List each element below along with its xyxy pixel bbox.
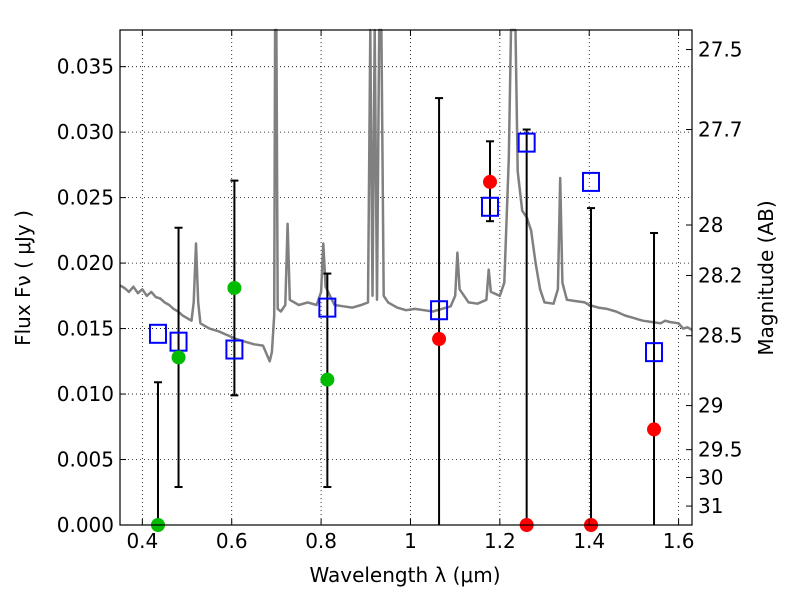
mag-tick-label: 30 [698,465,723,489]
nir-observed-point [647,422,662,437]
x-tick-label: 0.4 [126,529,158,553]
model-photometry-point [148,323,167,344]
x-tick-label: 1.4 [573,529,605,553]
mag-tick-label: 29 [698,394,723,418]
model-photometry-point [430,300,449,321]
ticks-layer: 0.4 0.6 0.8 1 1.2 1.4 1.6 0.000 0.005 0.010 0.015 0… [57,30,743,553]
mag-tick-label: 28.2 [698,263,743,287]
grid [120,30,692,526]
nir-observed-point [483,174,498,189]
mag-tick-label: 31 [698,494,723,518]
x-axis-label: Wavelength λ (μm) [309,563,500,587]
mag-tick-label: 27.7 [698,118,743,142]
x-tick-label: 0.6 [216,529,248,553]
mag-tick-label: 27.5 [698,38,743,62]
model-photometry-point [225,339,244,360]
y-tick-label: 0.035 [57,55,114,79]
y-tick-label: 0.020 [57,251,114,275]
plot-frame [119,29,693,526]
y-tick-label: 0.005 [57,448,114,472]
mag-tick-label: 28.5 [698,324,743,348]
mag-tick-label: 29.5 [698,438,743,462]
model-photometry-point [582,171,601,192]
model-spectrum-layer [119,28,693,363]
x-tick-label: 0.8 [305,529,337,553]
optical-observed-point [227,280,242,295]
model-spectrum-line [119,28,693,363]
optical-observed-point [171,350,186,365]
model-photometry-point [517,132,536,153]
nir-observed-point [432,332,447,347]
y-tick-label: 0.010 [57,382,114,406]
y-axis-label-left: Flux Fν ( μJy ) [11,210,35,346]
y-tick-label: 0.000 [57,513,114,537]
model-photometry-point [481,196,500,217]
x-tick-label: 1.2 [484,529,516,553]
x-tick-label: 1.6 [663,529,695,553]
x-tick-label: 1 [404,529,417,553]
mag-tick-label: 28 [698,213,723,237]
y-tick-label: 0.025 [57,186,114,210]
optical-observed-point [320,372,335,387]
markers-layer [148,132,664,532]
y-axis-label-right: Magnitude (AB) [754,200,778,355]
errorbars-layer [153,97,659,525]
model-photometry-point [645,342,664,363]
model-photometry-point [318,297,337,318]
y-tick-label: 0.015 [57,317,114,341]
y-tick-label: 0.030 [57,120,114,144]
